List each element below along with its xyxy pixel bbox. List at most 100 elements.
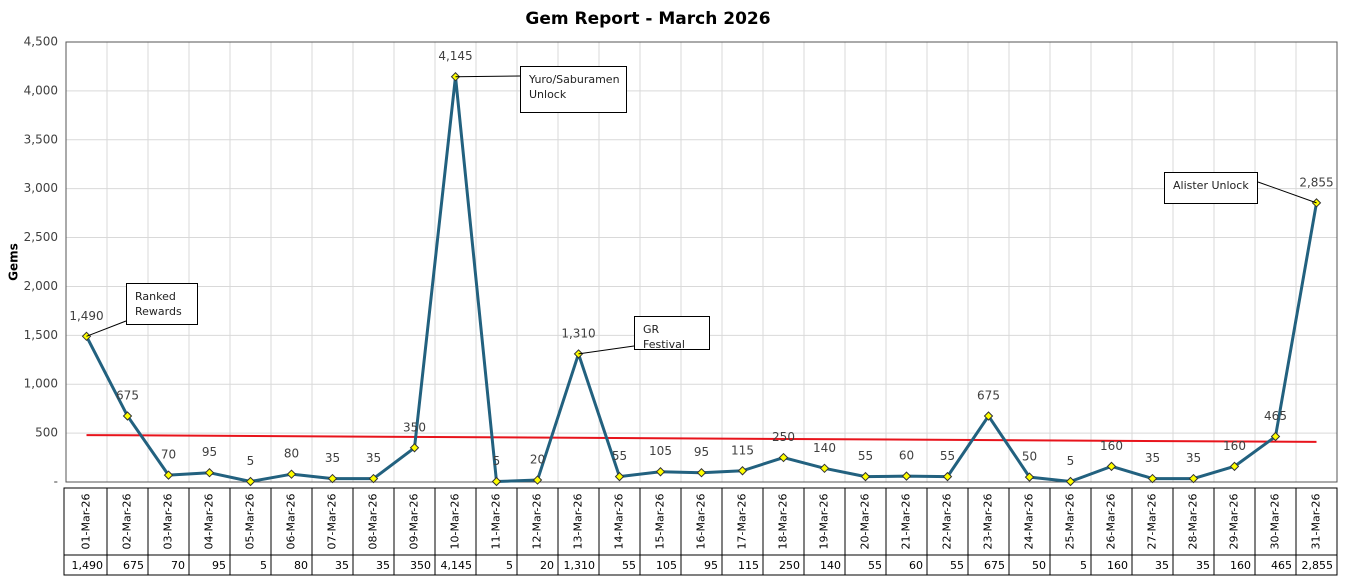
data-label: 70 (161, 448, 176, 462)
table-value: 5 (260, 559, 267, 572)
data-label: 2,855 (1299, 175, 1333, 189)
x-tick-label: 30-Mar-26 (1269, 494, 1282, 550)
marker (942, 471, 953, 482)
table-value: 1,310 (564, 559, 596, 572)
x-tick-label: 03-Mar-26 (162, 494, 175, 550)
table-value: 55 (868, 559, 882, 572)
marker (122, 411, 133, 421)
x-tick-label: 24-Mar-26 (1023, 494, 1036, 550)
annotation-connector (455, 75, 521, 78)
marker (983, 411, 994, 421)
x-tick-label: 15-Mar-26 (654, 494, 667, 550)
table-value: 675 (984, 559, 1005, 572)
data-label: 4,145 (438, 49, 472, 63)
data-label: 675 (116, 389, 139, 403)
data-label: 160 (1100, 439, 1123, 453)
x-tick-label: 13-Mar-26 (572, 494, 585, 550)
x-tick-label: 22-Mar-26 (941, 494, 954, 550)
data-label: 80 (284, 447, 299, 461)
marker (204, 468, 215, 478)
x-tick-label: 25-Mar-26 (1064, 494, 1077, 550)
marker (614, 471, 625, 482)
data-label: 95 (694, 445, 709, 459)
annotation: Yuro/Saburamen Unlock (520, 66, 627, 113)
data-label: 5 (493, 454, 501, 468)
x-tick-label: 23-Mar-26 (982, 494, 995, 550)
data-label: 35 (325, 451, 340, 465)
x-tick-label: 12-Mar-26 (531, 494, 544, 550)
data-label: 35 (1186, 451, 1201, 465)
trendline (86, 434, 1317, 443)
data-label: 105 (649, 444, 672, 458)
data-label: 55 (940, 449, 955, 463)
x-tick-label: 28-Mar-26 (1187, 494, 1200, 550)
table-value: 80 (294, 559, 308, 572)
x-tick-label: 31-Mar-26 (1310, 494, 1323, 550)
annotation: GR Festival (634, 316, 710, 351)
x-tick-label: 20-Mar-26 (859, 494, 872, 550)
marker (1270, 431, 1281, 442)
x-tick-label: 11-Mar-26 (490, 494, 503, 550)
marker (532, 475, 543, 485)
marker (245, 476, 256, 487)
x-tick-label: 27-Mar-26 (1146, 494, 1159, 550)
marker (901, 471, 912, 481)
table-value: 20 (540, 559, 554, 572)
table-value: 250 (779, 559, 800, 572)
marker (1147, 473, 1158, 484)
x-tick-label: 07-Mar-26 (326, 494, 339, 550)
data-label: 55 (612, 449, 627, 463)
x-tick-label: 04-Mar-26 (203, 494, 216, 550)
marker (1229, 461, 1240, 472)
marker (696, 468, 707, 478)
x-tick-label: 06-Mar-26 (285, 494, 298, 550)
marker (491, 476, 502, 487)
table-value: 140 (820, 559, 841, 572)
table-value: 35 (376, 559, 390, 572)
data-label: 35 (1145, 451, 1160, 465)
table-value: 160 (1107, 559, 1128, 572)
x-tick-label: 10-Mar-26 (449, 494, 462, 550)
y-tick-label: 2,500 (24, 230, 58, 244)
table-value: 2,855 (1302, 559, 1334, 572)
table-value: 35 (1196, 559, 1210, 572)
annotation-connector (86, 320, 127, 337)
table-value: 60 (909, 559, 923, 572)
table-value: 5 (506, 559, 513, 572)
marker (368, 473, 379, 484)
data-label: 465 (1264, 409, 1287, 423)
marker (778, 452, 789, 463)
table-value: 55 (622, 559, 636, 572)
x-tick-label: 16-Mar-26 (695, 494, 708, 550)
annotation: Alister Unlock (1164, 172, 1258, 204)
data-label: 675 (977, 389, 1000, 403)
x-tick-label: 08-Mar-26 (367, 494, 380, 550)
marker (327, 473, 338, 484)
x-tick-label: 01-Mar-26 (80, 494, 93, 550)
table-value: 675 (123, 559, 144, 572)
data-label: 350 (403, 420, 426, 434)
table-value: 95 (704, 559, 718, 572)
x-tick-label: 02-Mar-26 (121, 494, 134, 550)
data-label: 55 (858, 449, 873, 463)
table-border (63, 487, 1338, 576)
data-label: 1,490 (69, 309, 103, 323)
chart-title: Gem Report - March 2026 (525, 9, 770, 29)
table-value: 95 (212, 559, 226, 572)
marker (1065, 476, 1076, 487)
x-tick-label: 19-Mar-26 (818, 494, 831, 550)
y-tick-label: 4,000 (24, 83, 58, 97)
table-value: 465 (1271, 559, 1292, 572)
marker (737, 466, 748, 476)
table-value: 115 (738, 559, 759, 572)
x-tick-label: 26-Mar-26 (1105, 494, 1118, 550)
data-label: 20 (530, 453, 545, 467)
plot-border (65, 41, 1338, 483)
annotation-connector (578, 345, 635, 355)
data-label: 1,310 (561, 326, 595, 340)
table-value: 35 (335, 559, 349, 572)
y-tick-label: 500 (35, 426, 58, 440)
table-value: 1,490 (72, 559, 104, 572)
data-label: 250 (772, 430, 795, 444)
